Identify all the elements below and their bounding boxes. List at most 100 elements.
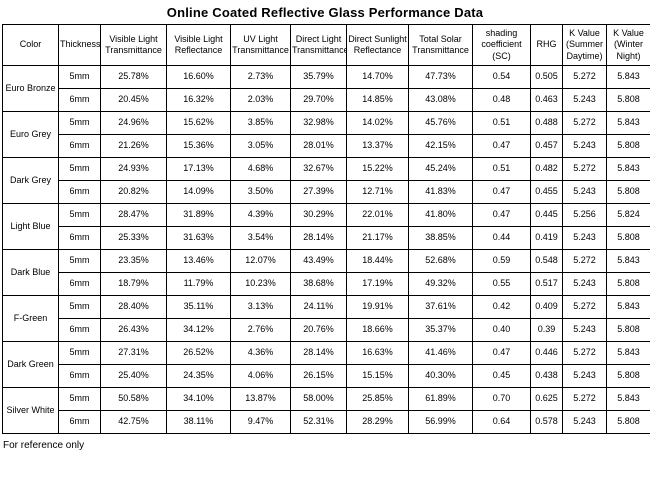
value-cell: 5.808 [606, 364, 650, 388]
value-cell: 0.70 [472, 387, 531, 411]
value-cell: 20.45% [100, 88, 167, 112]
value-cell: 24.35% [166, 364, 231, 388]
value-cell: 50.58% [100, 387, 167, 411]
value-cell: 5.808 [606, 226, 650, 250]
value-cell: 28.14% [290, 226, 347, 250]
header-color: Color [2, 24, 59, 66]
value-cell: 4.36% [230, 341, 291, 365]
value-cell: 58.00% [290, 387, 347, 411]
header-direct-sunlight-reflectance: Direct Sunlight Reflectance [346, 24, 409, 66]
value-cell: 42.15% [408, 134, 473, 158]
value-cell: 30.29% [290, 203, 347, 227]
value-cell: 24.11% [290, 295, 347, 319]
value-cell: 0.64 [472, 410, 531, 434]
value-cell: 37.61% [408, 295, 473, 319]
value-cell: 0.47 [472, 341, 531, 365]
header-visible-light-reflectance: Visible Light Reflectance [166, 24, 231, 66]
value-cell: 28.01% [290, 134, 347, 158]
thickness-cell: 5mm [58, 157, 101, 181]
header-rhg: RHG [530, 24, 563, 66]
value-cell: 4.06% [230, 364, 291, 388]
header-thickness: Thickness [58, 24, 101, 66]
value-cell: 5.843 [606, 111, 650, 135]
value-cell: 21.17% [346, 226, 409, 250]
value-cell: 61.89% [408, 387, 473, 411]
thickness-cell: 6mm [58, 410, 101, 434]
value-cell: 0.44 [472, 226, 531, 250]
value-cell: 34.12% [166, 318, 231, 342]
thickness-cell: 6mm [58, 134, 101, 158]
value-cell: 15.15% [346, 364, 409, 388]
value-cell: 0.419 [530, 226, 563, 250]
value-cell: 56.99% [408, 410, 473, 434]
color-cell: Light Blue [2, 203, 59, 250]
value-cell: 49.32% [408, 272, 473, 296]
table-body: Euro Bronze 5mm 25.78% 16.60% 2.73% 35.79% 14.… [2, 65, 650, 434]
value-cell: 0.455 [530, 180, 563, 204]
color-cell: Euro Grey [2, 111, 59, 158]
value-cell: 5.272 [562, 65, 607, 89]
table-row: Euro Bronze 5mm 25.78% 16.60% 2.73% 35.79% 14.… [2, 65, 650, 112]
color-cell: Euro Bronze [2, 65, 59, 112]
thickness-cell: 6mm [58, 180, 101, 204]
value-cell: 5.843 [606, 387, 650, 411]
value-cell: 16.60% [166, 65, 231, 89]
value-cell: 27.31% [100, 341, 167, 365]
value-cell: 5.808 [606, 410, 650, 434]
table-row: Dark Green 5mm 27.31% 26.52% 4.36% 28.14% 16.6… [2, 341, 650, 388]
table-row: 6mm 18.79% 11.79% 10.23% 38.68% 17.19% 49.32% 0… [3, 272, 650, 296]
table-row: 6mm 42.75% 38.11% 9.47% 52.31% 28.29% 56.99% 0.… [3, 410, 650, 434]
value-cell: 0.548 [530, 249, 563, 273]
value-cell: 13.46% [166, 249, 231, 273]
value-cell: 31.63% [166, 226, 231, 250]
value-cell: 38.68% [290, 272, 347, 296]
value-cell: 24.96% [100, 111, 167, 135]
value-cell: 21.26% [100, 134, 167, 158]
page-title: Online Coated Reflective Glass Performan… [166, 5, 484, 20]
value-cell: 43.08% [408, 88, 473, 112]
value-cell: 0.51 [472, 157, 531, 181]
value-cell: 25.40% [100, 364, 167, 388]
value-cell: 0.42 [472, 295, 531, 319]
value-cell: 35.37% [408, 318, 473, 342]
value-cell: 5.243 [562, 180, 607, 204]
value-cell: 5.272 [562, 295, 607, 319]
value-cell: 5.243 [562, 88, 607, 112]
value-cell: 41.46% [408, 341, 473, 365]
value-cell: 5.808 [606, 88, 650, 112]
value-cell: 0.625 [530, 387, 563, 411]
value-cell: 5.243 [562, 226, 607, 250]
value-cell: 0.45 [472, 364, 531, 388]
thickness-cell: 5mm [58, 111, 101, 135]
value-cell: 13.87% [230, 387, 291, 411]
value-cell: 14.09% [166, 180, 231, 204]
value-cell: 9.47% [230, 410, 291, 434]
value-cell: 20.82% [100, 180, 167, 204]
value-cell: 5.272 [562, 249, 607, 273]
header-total-solar-transmittance: Total Solar Transmittance [408, 24, 473, 66]
value-cell: 40.30% [408, 364, 473, 388]
value-cell: 26.15% [290, 364, 347, 388]
header-visible-light-transmittance: Visible Light Transmittance [100, 24, 167, 66]
table-row: 6mm 20.45% 16.32% 2.03% 29.70% 14.85% 43.08% 0.… [3, 88, 650, 112]
value-cell: 23.35% [100, 249, 167, 273]
value-cell: 3.54% [230, 226, 291, 250]
value-cell: 5.243 [562, 318, 607, 342]
value-cell: 13.37% [346, 134, 409, 158]
value-cell: 0.47 [472, 134, 531, 158]
value-cell: 5.243 [562, 134, 607, 158]
value-cell: 5.824 [606, 203, 650, 227]
value-cell: 32.98% [290, 111, 347, 135]
value-cell: 5.243 [562, 272, 607, 296]
thickness-cell: 6mm [58, 226, 101, 250]
table-row: Euro Grey 5mm 24.96% 15.62% 3.85% 32.98% 14.02… [2, 111, 650, 158]
value-cell: 0.445 [530, 203, 563, 227]
header-k-value-summer: K Value (Summer Daytime) [562, 24, 607, 66]
value-cell: 17.19% [346, 272, 409, 296]
value-cell: 2.73% [230, 65, 291, 89]
color-cell: F-Green [2, 295, 59, 342]
value-cell: 32.67% [290, 157, 347, 181]
value-cell: 25.85% [346, 387, 409, 411]
value-cell: 25.78% [100, 65, 167, 89]
value-cell: 3.50% [230, 180, 291, 204]
